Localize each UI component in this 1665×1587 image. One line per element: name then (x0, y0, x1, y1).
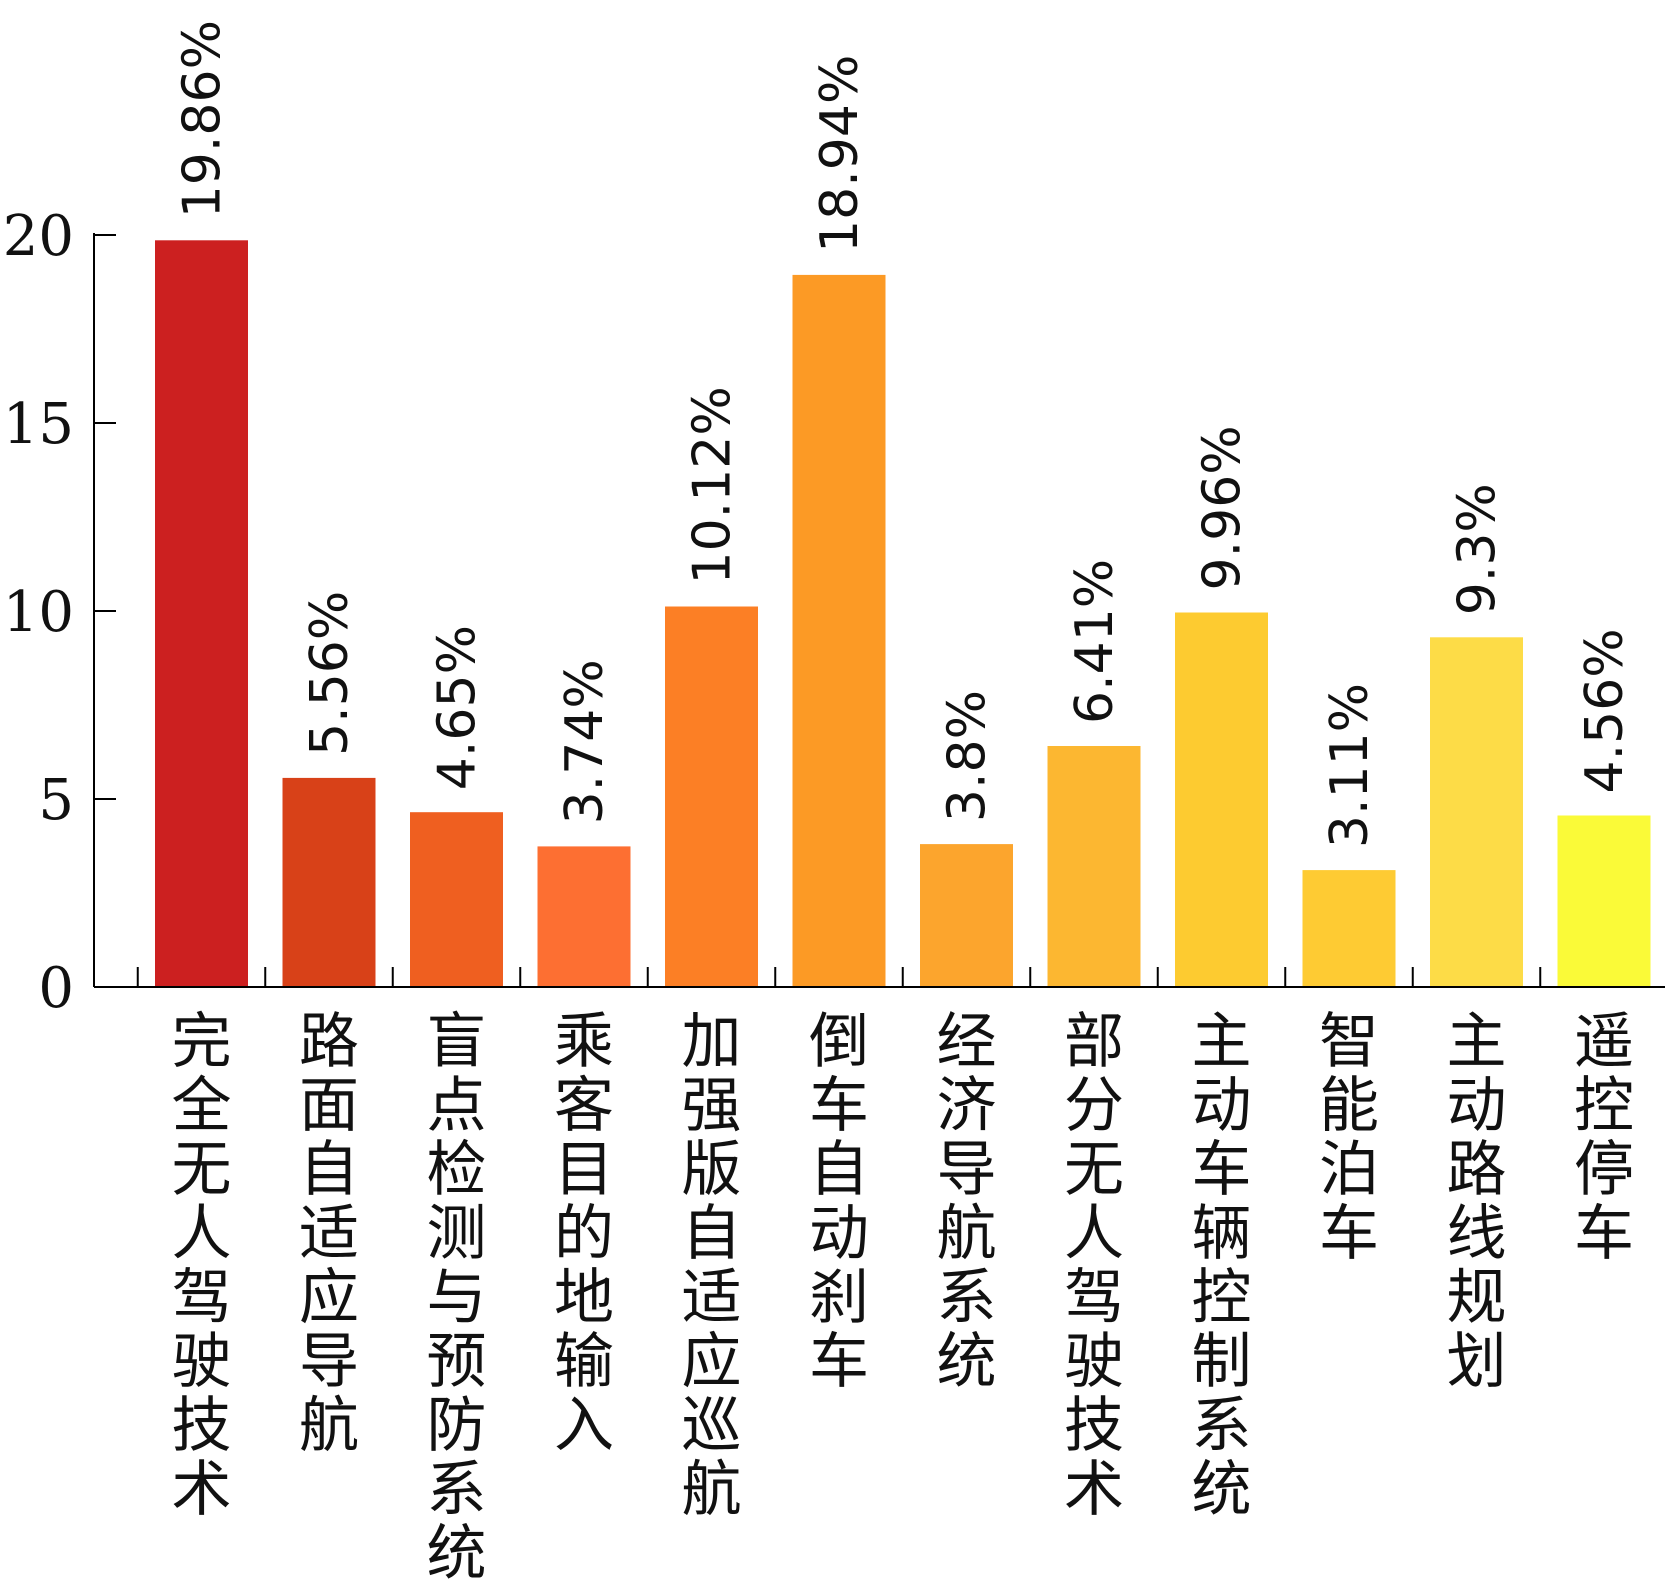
category-label-2: 路面自适应导航 (299, 1007, 359, 1461)
value-label-5: 10.12% (683, 386, 743, 584)
category-label-7: 经济导航系统 (937, 1007, 997, 1397)
bar-3 (410, 812, 503, 987)
bar-12 (1557, 815, 1651, 987)
value-label-8: 6.41% (1065, 559, 1125, 724)
y-tick-label: 20 (3, 204, 74, 269)
y-tick-label: 5 (38, 768, 74, 833)
category-label-12: 遥控停车 (1574, 1007, 1634, 1269)
bar-2 (282, 777, 376, 987)
value-labels: 19.86% 5.56% 4.65% 3.74% 10.12% 18.94% 3.8% 6.4… (173, 20, 1636, 848)
value-label-3: 4.65% (428, 625, 488, 790)
value-label-6: 18.94% (810, 55, 870, 253)
bar-9 (1175, 612, 1268, 987)
value-label-2: 5.56% (300, 591, 360, 756)
category-label-10: 智能泊车 (1319, 1007, 1379, 1269)
value-label-12: 4.56% (1575, 628, 1635, 793)
value-label-4: 3.74% (555, 659, 615, 824)
y-tick-label: 10 (3, 580, 74, 645)
category-label-8: 部分无人驾驶技术 (1064, 1007, 1124, 1525)
value-label-1: 19.86% (173, 20, 233, 218)
category-label-6: 倒车自动刹车 (809, 1007, 869, 1397)
category-label-1: 完全无人驾驶技术 (172, 1007, 232, 1525)
category-label-11: 主动路线规划 (1447, 1007, 1507, 1397)
category-label-4: 乘客目的地输入 (554, 1007, 614, 1461)
category-label-9: 主动车辆控制系统 (1192, 1007, 1252, 1525)
value-label-10: 3.11% (1320, 683, 1380, 848)
y-tick-labels: 0 5 10 15 20 (3, 204, 74, 1021)
bar-4 (537, 846, 631, 987)
bar-10 (1302, 870, 1396, 987)
bar-5 (665, 606, 758, 987)
bar-11 (1430, 637, 1523, 987)
bars (155, 240, 1651, 988)
bar-7 (920, 844, 1013, 987)
value-label-11: 9.3% (1448, 483, 1508, 615)
bar-1 (155, 240, 248, 988)
category-label-5: 加强版自适应巡航 (682, 1007, 742, 1525)
value-label-7: 3.8% (938, 690, 998, 822)
bar-6 (792, 274, 886, 987)
category-label-3: 盲点检测与预防系统 (427, 1007, 487, 1587)
y-tick-label: 15 (3, 392, 74, 457)
category-labels: 完全无人驾驶技术 路面自适应导航 盲点检测与预防系统 乘客目的地输入 加强版自适应巡航 倒… (172, 1007, 1635, 1587)
y-tick-label: 0 (38, 956, 74, 1021)
bar-8 (1047, 746, 1141, 987)
axes (93, 233, 1665, 988)
value-label-9: 9.96% (1193, 425, 1253, 590)
